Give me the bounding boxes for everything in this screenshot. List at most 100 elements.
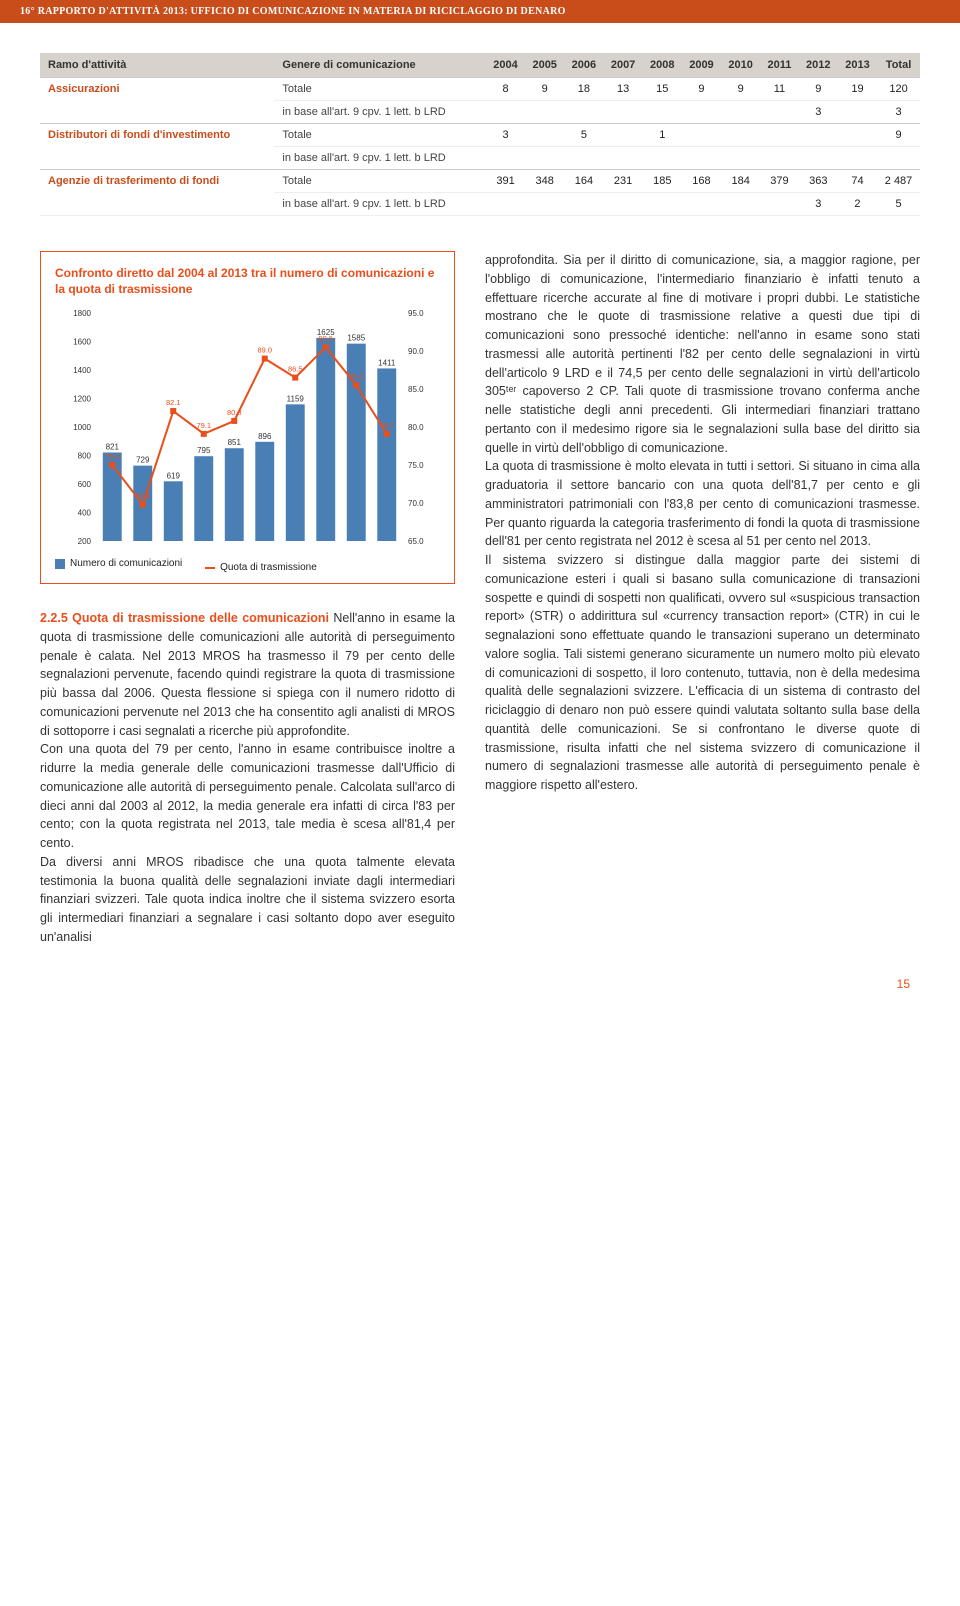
table-row: AssicurazioniTotale891813159911919120 <box>40 78 920 101</box>
svg-text:600: 600 <box>78 480 92 489</box>
svg-text:75.0: 75.0 <box>408 461 424 470</box>
table-header-cell: 2009 <box>682 53 721 78</box>
data-cell: 13 <box>603 78 642 101</box>
svg-text:400: 400 <box>78 509 92 518</box>
table-header-cell: 2006 <box>564 53 603 78</box>
svg-text:896: 896 <box>258 432 272 441</box>
data-cell: 9 <box>799 78 838 101</box>
data-cell: 168 <box>682 170 721 193</box>
data-cell: 391 <box>486 170 525 193</box>
data-cell <box>643 147 682 170</box>
page-header: 16° RAPPORTO D'ATTIVITÀ 2013: UFFICIO DI… <box>0 0 960 23</box>
data-cell <box>682 147 721 170</box>
data-cell: 5 <box>564 124 603 147</box>
table-header-cell: 2010 <box>721 53 760 78</box>
data-cell <box>838 101 877 124</box>
genere-cell: Totale <box>274 124 486 147</box>
ramo-cell: Distributori di fondi d'investimento <box>40 124 274 170</box>
data-cell <box>838 124 877 147</box>
data-cell: 11 <box>760 78 798 101</box>
data-cell <box>877 147 920 170</box>
genere-cell: Totale <box>274 170 486 193</box>
svg-text:619: 619 <box>167 471 181 480</box>
data-cell <box>682 193 721 216</box>
svg-text:1000: 1000 <box>73 423 91 432</box>
table-header-cell: Total <box>877 53 920 78</box>
chart-svg: 2004006008001000120014001600180065.070.0… <box>55 307 440 547</box>
data-cell <box>643 193 682 216</box>
svg-text:1159: 1159 <box>287 395 305 404</box>
data-cell: 348 <box>525 170 564 193</box>
legend-swatch-line <box>205 567 215 569</box>
svg-text:85.5: 85.5 <box>349 372 364 381</box>
svg-text:80.8: 80.8 <box>227 408 242 417</box>
data-cell <box>564 101 603 124</box>
legend-line-label: Quota di trasmissione <box>220 562 317 573</box>
data-cell <box>721 147 760 170</box>
data-cell <box>525 124 564 147</box>
table-header-cell: 2004 <box>486 53 525 78</box>
data-cell: 3 <box>799 101 838 124</box>
data-cell <box>760 147 798 170</box>
svg-text:90.0: 90.0 <box>408 347 424 356</box>
svg-text:1800: 1800 <box>73 309 91 318</box>
data-cell <box>682 124 721 147</box>
genere-cell: in base all'art. 9 cpv. 1 lett. b LRD <box>274 101 486 124</box>
data-cell: 9 <box>877 124 920 147</box>
data-cell <box>760 101 798 124</box>
data-cell: 185 <box>643 170 682 193</box>
data-cell: 2 487 <box>877 170 920 193</box>
data-cell <box>682 101 721 124</box>
svg-text:79.1: 79.1 <box>196 421 211 430</box>
data-cell: 5 <box>877 193 920 216</box>
genere-cell: Totale <box>274 78 486 101</box>
table-header-cell: 2012 <box>799 53 838 78</box>
data-cell: 9 <box>721 78 760 101</box>
svg-text:89.0: 89.0 <box>257 346 272 355</box>
table-header-cell: Genere di comunicazione <box>274 53 486 78</box>
svg-text:79.1: 79.1 <box>379 421 394 430</box>
svg-text:1585: 1585 <box>347 334 365 343</box>
data-cell <box>525 147 564 170</box>
svg-text:70.0: 70.0 <box>408 499 424 508</box>
data-cell <box>486 147 525 170</box>
genere-cell: in base all'art. 9 cpv. 1 lett. b LRD <box>274 193 486 216</box>
table-header-cell: 2011 <box>760 53 798 78</box>
activity-table: Ramo d'attivitàGenere di comunicazione20… <box>40 53 920 216</box>
table-row: Distributori di fondi d'investimentoTota… <box>40 124 920 147</box>
data-cell <box>799 124 838 147</box>
svg-text:800: 800 <box>78 452 92 461</box>
data-cell <box>603 147 642 170</box>
data-cell <box>603 193 642 216</box>
data-cell <box>643 101 682 124</box>
table-header-cell: 2007 <box>603 53 642 78</box>
svg-text:86.5: 86.5 <box>288 365 303 374</box>
data-cell: 379 <box>760 170 798 193</box>
data-cell: 184 <box>721 170 760 193</box>
data-cell <box>603 124 642 147</box>
svg-text:1400: 1400 <box>73 366 91 375</box>
genere-cell: in base all'art. 9 cpv. 1 lett. b LRD <box>274 147 486 170</box>
data-cell: 15 <box>643 78 682 101</box>
data-cell <box>838 147 877 170</box>
chart-container: Confronto diretto dal 2004 al 2013 tra i… <box>40 251 455 584</box>
svg-text:80.0: 80.0 <box>408 423 424 432</box>
data-cell: 164 <box>564 170 603 193</box>
data-cell <box>525 193 564 216</box>
data-cell: 18 <box>564 78 603 101</box>
svg-text:65.0: 65.0 <box>408 537 424 546</box>
data-cell <box>603 101 642 124</box>
svg-text:795: 795 <box>197 446 211 455</box>
ramo-cell: Agenzie di trasferimento di fondi <box>40 170 274 216</box>
svg-text:1200: 1200 <box>73 395 91 404</box>
table-header-cell: 2013 <box>838 53 877 78</box>
data-cell <box>760 193 798 216</box>
legend-swatch-bars <box>55 559 65 569</box>
data-cell <box>721 101 760 124</box>
data-cell <box>486 101 525 124</box>
svg-text:90.5: 90.5 <box>318 334 333 343</box>
table-row: Agenzie di trasferimento di fondiTotale3… <box>40 170 920 193</box>
data-cell: 120 <box>877 78 920 101</box>
page-content: Ramo d'attivitàGenere di comunicazione20… <box>0 23 960 1011</box>
data-cell <box>564 193 603 216</box>
